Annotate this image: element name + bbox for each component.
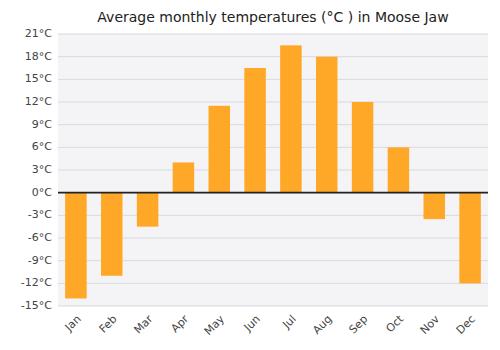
x-tick-label: Feb xyxy=(97,313,120,336)
grid-line xyxy=(58,147,488,148)
x-tick-label: Apr xyxy=(169,312,192,335)
bar xyxy=(65,193,87,299)
grid-line xyxy=(58,124,488,125)
zero-line xyxy=(58,192,488,194)
x-tick-label: Jun xyxy=(241,313,263,335)
bar xyxy=(316,57,338,193)
bar xyxy=(101,193,123,276)
grid-line xyxy=(58,283,488,284)
grid-line xyxy=(58,79,488,80)
y-tick-label: 21°C xyxy=(25,27,52,40)
bar xyxy=(424,193,446,219)
bar xyxy=(137,193,159,227)
y-tick-label: 12°C xyxy=(25,95,52,108)
x-axis: Jan Feb Mar Apr May Jun Jul Aug Sep Oct Nov Dec xyxy=(62,312,478,338)
y-tick-label: 3°C xyxy=(32,163,52,176)
y-tick-label: -9°C xyxy=(28,254,52,267)
grid-line xyxy=(58,170,488,171)
bar xyxy=(173,162,195,192)
grid xyxy=(58,34,488,306)
x-tick-label: Sep xyxy=(347,313,371,337)
bar xyxy=(388,147,410,192)
grid-line xyxy=(58,192,488,193)
plot-area xyxy=(58,34,488,306)
grid-line xyxy=(58,306,488,307)
y-tick-label: -12°C xyxy=(21,276,52,289)
x-tick-label: Mar xyxy=(131,312,155,336)
x-tick-label: Jan xyxy=(62,313,84,335)
x-tick-label: Dec xyxy=(454,313,478,337)
x-tick-label: Nov xyxy=(418,312,443,337)
grid-line xyxy=(58,102,488,103)
y-tick-label: -3°C xyxy=(28,208,52,221)
x-tick-label: Oct xyxy=(384,312,407,335)
x-tick-label: Aug xyxy=(310,313,334,337)
bar xyxy=(459,193,481,284)
bars xyxy=(65,45,481,298)
bar xyxy=(244,68,265,193)
y-tick-label: 0°C xyxy=(32,186,52,199)
y-tick-label: 15°C xyxy=(25,72,52,85)
bar xyxy=(209,106,231,193)
bar xyxy=(280,45,302,192)
y-tick-label: -15°C xyxy=(21,299,52,312)
bar xyxy=(352,102,374,193)
y-tick-label: -6°C xyxy=(28,231,52,244)
y-tick-label: 18°C xyxy=(25,50,52,63)
x-tick-label: Jul xyxy=(279,313,298,332)
grid-line xyxy=(58,56,488,57)
title: Average monthly temperatures (°C ) in Mo… xyxy=(97,9,448,25)
chart: -15°C -12°C -9°C -6°C -3°C 0°C 3°C 6°C 9°C 12°C 15… xyxy=(0,0,500,350)
grid-line xyxy=(58,34,488,35)
y-tick-label: 6°C xyxy=(32,140,52,153)
x-tick-label: May xyxy=(202,312,228,338)
y-axis: -15°C -12°C -9°C -6°C -3°C 0°C 3°C 6°C 9°C 12°C 15… xyxy=(21,27,52,312)
y-tick-label: 9°C xyxy=(32,118,52,131)
